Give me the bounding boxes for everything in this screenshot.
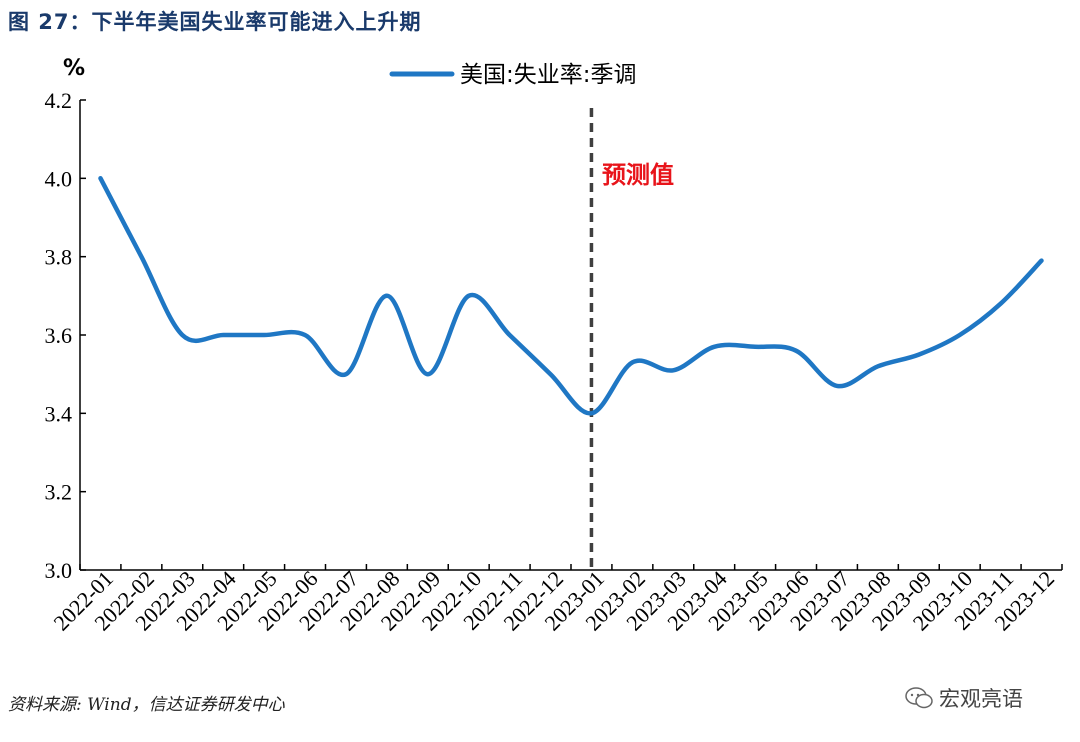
figure-title: 图 27：下半年美国失业率可能进入上升期	[8, 10, 422, 34]
x-tick-labels: 2022-012022-022022-032022-042022-052022-…	[48, 566, 1059, 636]
y-tick-labels: 3.0 3.2 3.4 3.6 3.8 4.0 4.2	[45, 88, 73, 583]
forecast-annotation: 预测值	[602, 161, 674, 189]
y-tick-label: 4.0	[45, 166, 73, 191]
chat-bubble-icon	[905, 687, 933, 709]
y-tick-label: 3.2	[45, 480, 73, 505]
chart-axes	[79, 99, 1063, 571]
series-layer	[98, 176, 1044, 416]
legend: 美国:失业率:季调	[389, 62, 637, 88]
watermark: 宏观亮语	[905, 683, 1023, 713]
series-line	[98, 176, 1044, 416]
y-tick-label: 4.2	[45, 88, 73, 113]
y-axis-unit-label: %	[63, 56, 85, 81]
y-tick-label: 3.0	[45, 558, 73, 583]
legend-label: 美国:失业率:季调	[460, 62, 637, 88]
y-tick-label: 3.4	[45, 401, 73, 426]
source-note: 资料来源: Wind，信达证券研发中心	[8, 695, 285, 715]
y-tick-label: 3.6	[45, 323, 73, 348]
y-tick-label: 3.8	[45, 245, 73, 270]
watermark-text: 宏观亮语	[939, 687, 1023, 711]
